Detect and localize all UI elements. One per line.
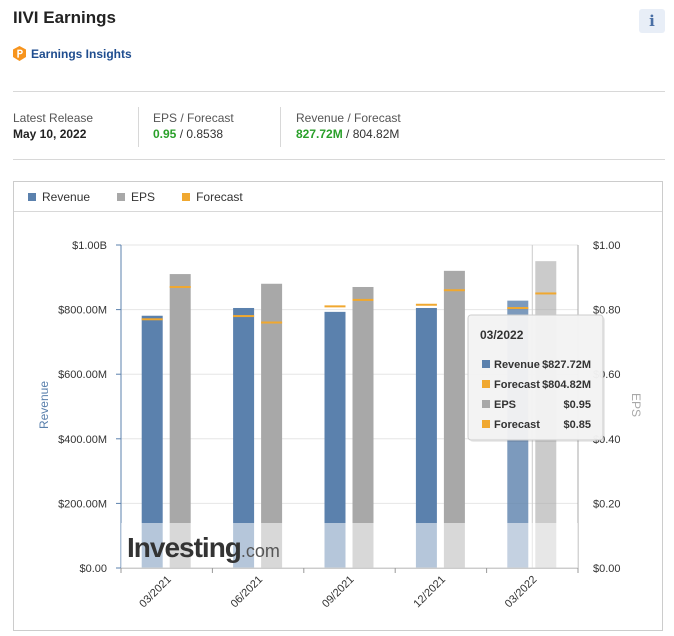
legend-swatch-forecast bbox=[182, 192, 191, 201]
revenue-label: Revenue / Forecast bbox=[296, 111, 401, 125]
divider bbox=[280, 107, 281, 147]
legend-swatch-eps bbox=[117, 192, 126, 201]
legend-revenue-label: Revenue bbox=[42, 189, 91, 204]
revenue-stat: Revenue / Forecast 827.72M / 804.82M bbox=[296, 110, 401, 142]
info-icon[interactable]: i bbox=[639, 9, 665, 33]
page-title: IIVI Earnings bbox=[13, 8, 116, 27]
divider bbox=[13, 159, 665, 160]
divider bbox=[13, 91, 665, 92]
earnings-insights-link[interactable]: Earnings Insights bbox=[13, 46, 132, 61]
insights-label: Earnings Insights bbox=[31, 46, 132, 61]
eps-actual: 0.95 bbox=[153, 127, 177, 141]
revenue-forecast: / 804.82M bbox=[342, 127, 400, 141]
eps-label: EPS / Forecast bbox=[153, 111, 234, 125]
legend-revenue[interactable]: Revenue bbox=[28, 190, 90, 204]
legend-forecast[interactable]: Forecast bbox=[182, 190, 243, 204]
latest-release-label: Latest Release bbox=[13, 111, 94, 125]
eps-stat: EPS / Forecast 0.95 / 0.8538 bbox=[153, 110, 234, 142]
revenue-actual: 827.72M bbox=[296, 127, 343, 141]
latest-release-value: May 10, 2022 bbox=[13, 127, 87, 141]
legend-forecast-label: Forecast bbox=[196, 189, 243, 204]
legend-eps[interactable]: EPS bbox=[117, 190, 155, 204]
chart-legend: Revenue EPS Forecast bbox=[14, 182, 662, 212]
latest-release-stat: Latest Release May 10, 2022 bbox=[13, 110, 93, 142]
insights-logo-icon bbox=[13, 46, 26, 61]
legend-swatch-revenue bbox=[28, 192, 36, 201]
eps-forecast: / 0.8538 bbox=[176, 127, 224, 141]
legend-eps-label: EPS bbox=[131, 189, 156, 204]
divider bbox=[138, 107, 139, 147]
chart-panel: Revenue EPS Forecast bbox=[13, 181, 663, 631]
